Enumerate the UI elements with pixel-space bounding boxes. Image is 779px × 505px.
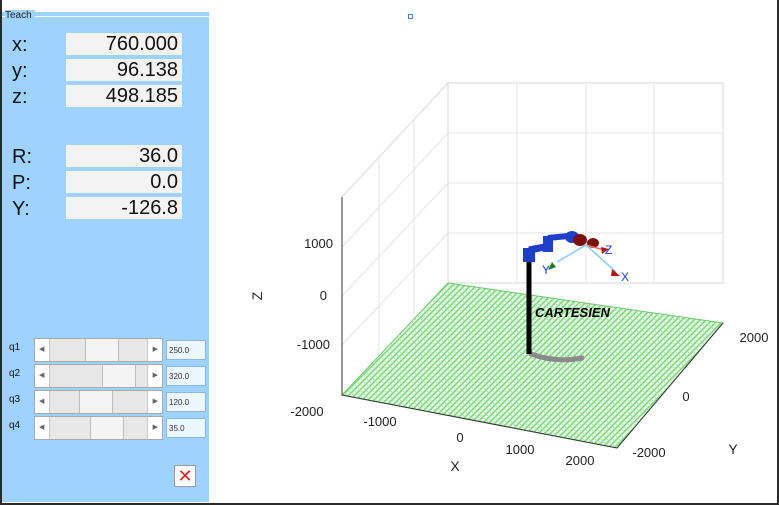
x-tick-label: -2000 bbox=[290, 404, 323, 419]
yaw-label: Y: bbox=[12, 198, 30, 220]
z-value-field[interactable]: 498.185 bbox=[66, 85, 182, 107]
q4-slider[interactable]: ◀ ▶ bbox=[34, 416, 163, 440]
q2-label: q2 bbox=[9, 368, 21, 379]
x-tick-label: 2000 bbox=[566, 453, 595, 468]
x-tick-label: 0 bbox=[456, 430, 463, 445]
window-right-border bbox=[777, 0, 779, 505]
q2-slider-track[interactable] bbox=[49, 365, 148, 387]
q1-slider[interactable]: ◀ ▶ bbox=[34, 338, 163, 362]
q3-increment-arrow-icon[interactable]: ▶ bbox=[152, 398, 158, 405]
q3-value-field[interactable]: 120.0 bbox=[166, 392, 206, 412]
yaw-value-field[interactable]: -126.8 bbox=[66, 197, 182, 219]
z-tick-labels: 1000 0 -1000 bbox=[297, 236, 333, 352]
roll-value-field[interactable]: 36.0 bbox=[66, 145, 182, 167]
pitch-label: P: bbox=[12, 172, 31, 194]
robot-link-2 bbox=[528, 243, 546, 254]
window-left-border bbox=[0, 0, 2, 505]
q1-label: q1 bbox=[9, 342, 21, 353]
q3-slider-track[interactable] bbox=[49, 391, 148, 413]
q4-label: q4 bbox=[9, 420, 21, 431]
close-button[interactable]: ✕ bbox=[174, 465, 196, 487]
frame-x-arrow-icon bbox=[611, 269, 620, 276]
q1-decrement-arrow-icon[interactable]: ◀ bbox=[39, 346, 45, 353]
cartesien-annotation: CARTESIEN bbox=[535, 305, 610, 320]
panel-title-rule bbox=[2, 16, 209, 17]
pitch-value-field[interactable]: 0.0 bbox=[66, 171, 182, 193]
frame-z-label: Z bbox=[605, 243, 612, 257]
q4-value-field[interactable]: 35.0 bbox=[166, 418, 206, 438]
z-label: z: bbox=[12, 86, 28, 108]
close-icon: ✕ bbox=[177, 466, 193, 486]
y-tick-label: -2000 bbox=[632, 445, 665, 460]
q2-slider[interactable]: ◀ ▶ bbox=[34, 364, 163, 388]
z-tick-label: 0 bbox=[320, 288, 327, 303]
q4-decrement-arrow-icon[interactable]: ◀ bbox=[39, 424, 45, 431]
x-tick-label: -1000 bbox=[363, 414, 396, 429]
window-bottom-border bbox=[0, 503, 779, 505]
frame-z-arrow-icon bbox=[601, 247, 609, 254]
z-tick-label: -1000 bbox=[297, 337, 330, 352]
x-tick-labels: -2000 -1000 0 1000 2000 bbox=[290, 404, 594, 468]
robot-link-3 bbox=[547, 233, 569, 241]
wall-grid bbox=[341, 83, 723, 356]
q1-slider-thumb[interactable] bbox=[85, 339, 119, 361]
x-axis-label: X bbox=[450, 458, 460, 474]
robot-joint-2 bbox=[543, 236, 553, 252]
q3-label: q3 bbox=[9, 394, 21, 405]
q2-decrement-arrow-icon[interactable]: ◀ bbox=[39, 372, 45, 379]
q3-slider-thumb[interactable] bbox=[79, 391, 113, 413]
q3-slider[interactable]: ◀ ▶ bbox=[34, 390, 163, 414]
axes-lines bbox=[341, 197, 724, 449]
q2-increment-arrow-icon[interactable]: ▶ bbox=[152, 372, 158, 379]
q4-slider-track[interactable] bbox=[49, 417, 148, 439]
q3-decrement-arrow-icon[interactable]: ◀ bbox=[39, 398, 45, 405]
q1-value-field[interactable]: 250.0 bbox=[166, 340, 206, 360]
z-axis-label: Z bbox=[249, 291, 265, 300]
y-tick-label: 2000 bbox=[740, 330, 769, 345]
q2-value-field[interactable]: 320.0 bbox=[166, 366, 206, 386]
robot-3d-plot[interactable]: 1000 0 -1000 Z -2000 -1000 0 1000 2000 X… bbox=[210, 0, 779, 503]
robot-joint-4 bbox=[573, 234, 587, 246]
robot-arm[interactable] bbox=[523, 231, 599, 354]
q2-slider-thumb[interactable] bbox=[102, 365, 136, 387]
robot-shadow bbox=[528, 351, 585, 363]
y-value-field[interactable]: 96.138 bbox=[66, 59, 182, 81]
figure-toolbar-marker-icon[interactable] bbox=[408, 14, 413, 19]
frame-y-label: Y bbox=[542, 263, 550, 277]
q1-slider-track[interactable] bbox=[49, 339, 148, 361]
roll-label: R: bbox=[12, 146, 32, 168]
frame-x-label: X bbox=[621, 270, 629, 284]
q4-slider-thumb[interactable] bbox=[90, 417, 124, 439]
x-value-field[interactable]: 760.000 bbox=[66, 33, 182, 55]
q4-increment-arrow-icon[interactable]: ▶ bbox=[152, 424, 158, 431]
panel-title: Teach bbox=[5, 10, 35, 21]
teach-panel: Teach x: 760.000 y: 96.138 z: 498.185 R:… bbox=[2, 10, 209, 502]
x-label: x: bbox=[12, 34, 28, 56]
q1-increment-arrow-icon[interactable]: ▶ bbox=[152, 346, 158, 353]
z-tick-label: 1000 bbox=[304, 236, 333, 251]
y-axis-label: Y bbox=[728, 441, 738, 457]
tool-frame: Y Z X bbox=[542, 243, 629, 284]
y-tick-labels: 2000 0 -2000 bbox=[632, 330, 768, 460]
x-tick-label: 1000 bbox=[506, 442, 535, 457]
y-tick-label: 0 bbox=[682, 389, 689, 404]
frame-y-arrow-icon bbox=[548, 262, 556, 270]
y-label: y: bbox=[12, 60, 28, 82]
